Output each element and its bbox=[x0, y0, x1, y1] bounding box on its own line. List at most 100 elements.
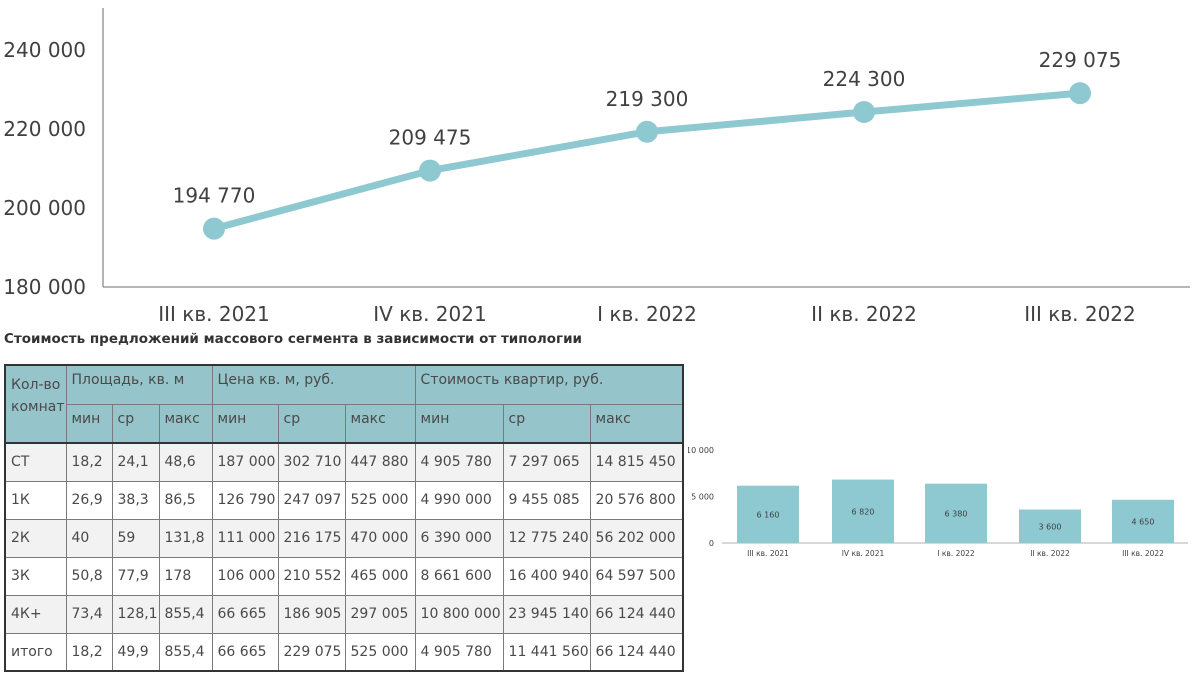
table-cell: 66 665 bbox=[211, 632, 279, 672]
table-cell: 40 bbox=[65, 518, 113, 558]
bar-chart-bar bbox=[832, 479, 894, 543]
table-cell: 525 000 bbox=[344, 480, 416, 520]
table-cell: 66 124 440 bbox=[589, 594, 684, 634]
table-cell: 855,4 bbox=[158, 594, 213, 634]
bar-chart-data-label: 6 380 bbox=[945, 509, 968, 518]
table-cell: 20 576 800 bbox=[589, 480, 684, 520]
subheader-cell: ср bbox=[502, 404, 591, 444]
row-label-cell: 1К bbox=[4, 480, 67, 520]
line-chart-x-axis: III кв. 2021 IV кв. 2021 I кв. 2022 II кв. … bbox=[158, 302, 1136, 326]
table-cell: 297 005 bbox=[344, 594, 416, 634]
table-cell: 77,9 bbox=[111, 556, 160, 596]
table-cell: 465 000 bbox=[344, 556, 416, 596]
table-row: 1К 26,9 38,3 86,5 126 790 247 097 525 000 4 990… bbox=[4, 480, 684, 520]
subheader-cell: мин bbox=[211, 404, 279, 444]
header-rooms: Кол-во комнат bbox=[4, 364, 67, 444]
table-row: 2К 40 59 131,8 111 000 216 175 470 000 6 390 00… bbox=[4, 518, 684, 558]
subheader-cell: ср bbox=[277, 404, 346, 444]
table-cell: 48,6 bbox=[158, 442, 213, 482]
bar-chart-x-tick-label: I кв. 2022 bbox=[937, 549, 975, 558]
table-cell: 186 905 bbox=[277, 594, 346, 634]
subheader-cell: макс bbox=[589, 404, 684, 444]
table-cell: 855,4 bbox=[158, 632, 213, 672]
table-cell: 50,8 bbox=[65, 556, 113, 596]
table-cell: 302 710 bbox=[277, 442, 346, 482]
table-cell: 131,8 bbox=[158, 518, 213, 558]
table-cell: 126 790 bbox=[211, 480, 279, 520]
table-row: 4К+ 73,4 128,1 855,4 66 665 186 905 297 005 10 … bbox=[4, 594, 684, 634]
line-chart-x-tick-label: IV кв. 2021 bbox=[373, 302, 486, 326]
table-cell: 4 905 780 bbox=[414, 442, 504, 482]
line-chart-x-tick-label: II кв. 2022 bbox=[811, 302, 917, 326]
subheader-cell: мин bbox=[414, 404, 504, 444]
subheader-cell: макс bbox=[344, 404, 416, 444]
line-chart-points bbox=[203, 82, 1091, 240]
subheader-cell: мин bbox=[65, 404, 113, 444]
line-chart-series bbox=[210, 89, 1084, 233]
bar-chart-data-label: 6 820 bbox=[852, 507, 875, 516]
bar-chart-x-axis: III кв. 2021 IV кв. 2021 I кв. 2022 II кв. … bbox=[747, 549, 1164, 558]
bar-chart-bar bbox=[737, 485, 799, 543]
line-chart-y-tick-label: 240 000 bbox=[3, 38, 86, 62]
row-label-cell: 4К+ bbox=[4, 594, 67, 634]
bar-chart-y-tick-label: 5 000 bbox=[691, 493, 714, 502]
table-cell: 210 552 bbox=[277, 556, 346, 596]
header-price-sqm: Цена кв. м, руб. bbox=[211, 364, 416, 405]
table-cell: 187 000 bbox=[211, 442, 279, 482]
table-cell: 247 097 bbox=[277, 480, 346, 520]
line-chart-x-tick-label: III кв. 2021 bbox=[158, 302, 270, 326]
table-cell: 11 441 560 bbox=[502, 632, 591, 672]
table-cell: 49,9 bbox=[111, 632, 160, 672]
bar-chart-x-tick-label: IV кв. 2021 bbox=[842, 549, 885, 558]
table-cell: 23 945 140 bbox=[502, 594, 591, 634]
table-cell: 66 124 440 bbox=[589, 632, 684, 672]
table-row: итого 18,2 49,9 855,4 66 665 229 075 525 000 4 … bbox=[4, 632, 684, 672]
table-cell: 24,1 bbox=[111, 442, 160, 482]
table-cell: 6 390 000 bbox=[414, 518, 504, 558]
line-chart-y-tick-label: 180 000 bbox=[3, 275, 86, 299]
table-cell: 229 075 bbox=[277, 632, 346, 672]
table-cell: 7 297 065 bbox=[502, 442, 591, 482]
table-title: Стоимость предложений массового сегмента… bbox=[4, 331, 582, 347]
table-cell: 178 bbox=[158, 556, 213, 596]
bar-chart-x-tick-label: III кв. 2022 bbox=[1122, 549, 1164, 558]
table-cell: 111 000 bbox=[211, 518, 279, 558]
bar-chart-y-tick-label: 0 bbox=[709, 539, 714, 548]
line-chart-data-label: 219 300 bbox=[606, 87, 689, 111]
bar-chart-bar bbox=[1019, 509, 1081, 543]
line-chart-y-axis: 180 000 200 000 220 000 240 000 bbox=[3, 38, 86, 299]
table-cell: 10 800 000 bbox=[414, 594, 504, 634]
bar-chart-data-label: 3 600 bbox=[1039, 522, 1062, 531]
bar-chart-x-tick-label: II кв. 2022 bbox=[1030, 549, 1070, 558]
table-cell: 128,1 bbox=[111, 594, 160, 634]
line-chart-y-tick-label: 200 000 bbox=[3, 196, 86, 220]
table-cell: 73,4 bbox=[65, 594, 113, 634]
line-chart-data-labels: 194 770 209 475 219 300 224 300 229 075 bbox=[173, 48, 1122, 208]
row-label-cell: итого bbox=[4, 632, 67, 672]
table-cell: 106 000 bbox=[211, 556, 279, 596]
sales-volume-bar-chart: 0 5 000 10 000 6 160 6 820 6 380 3 600 4 650 I… bbox=[688, 446, 1188, 558]
line-chart-point bbox=[636, 120, 658, 143]
table-cell: 16 400 940 bbox=[502, 556, 591, 596]
bar-chart-y-axis: 0 5 000 10 000 bbox=[688, 446, 714, 548]
table-cell: 56 202 000 bbox=[589, 518, 684, 558]
header-price-flat: Стоимость квартир, руб. bbox=[414, 364, 684, 405]
table-cell: 59 bbox=[111, 518, 160, 558]
bar-chart-bars bbox=[737, 479, 1174, 543]
table-cell: 4 990 000 bbox=[414, 480, 504, 520]
bar-chart-data-labels: 6 160 6 820 6 380 3 600 4 650 bbox=[757, 507, 1155, 531]
bar-chart-data-label: 4 650 bbox=[1132, 517, 1155, 526]
table-cell: 4 905 780 bbox=[414, 632, 504, 672]
table-cell: 86,5 bbox=[158, 480, 213, 520]
table-cell: 66 665 bbox=[211, 594, 279, 634]
table-cell: 470 000 bbox=[344, 518, 416, 558]
line-chart-x-tick-label: I кв. 2022 bbox=[597, 302, 697, 326]
table-cell: 26,9 bbox=[65, 480, 113, 520]
line-chart-point bbox=[853, 101, 875, 124]
table-row: СТ 18,2 24,1 48,6 187 000 302 710 447 880 4 905… bbox=[4, 442, 684, 482]
table-cell: 14 815 450 bbox=[589, 442, 684, 482]
line-chart-y-tick-label: 220 000 bbox=[3, 117, 86, 141]
line-chart-point bbox=[1069, 82, 1091, 105]
table-cell: 525 000 bbox=[344, 632, 416, 672]
table-cell: 64 597 500 bbox=[589, 556, 684, 596]
